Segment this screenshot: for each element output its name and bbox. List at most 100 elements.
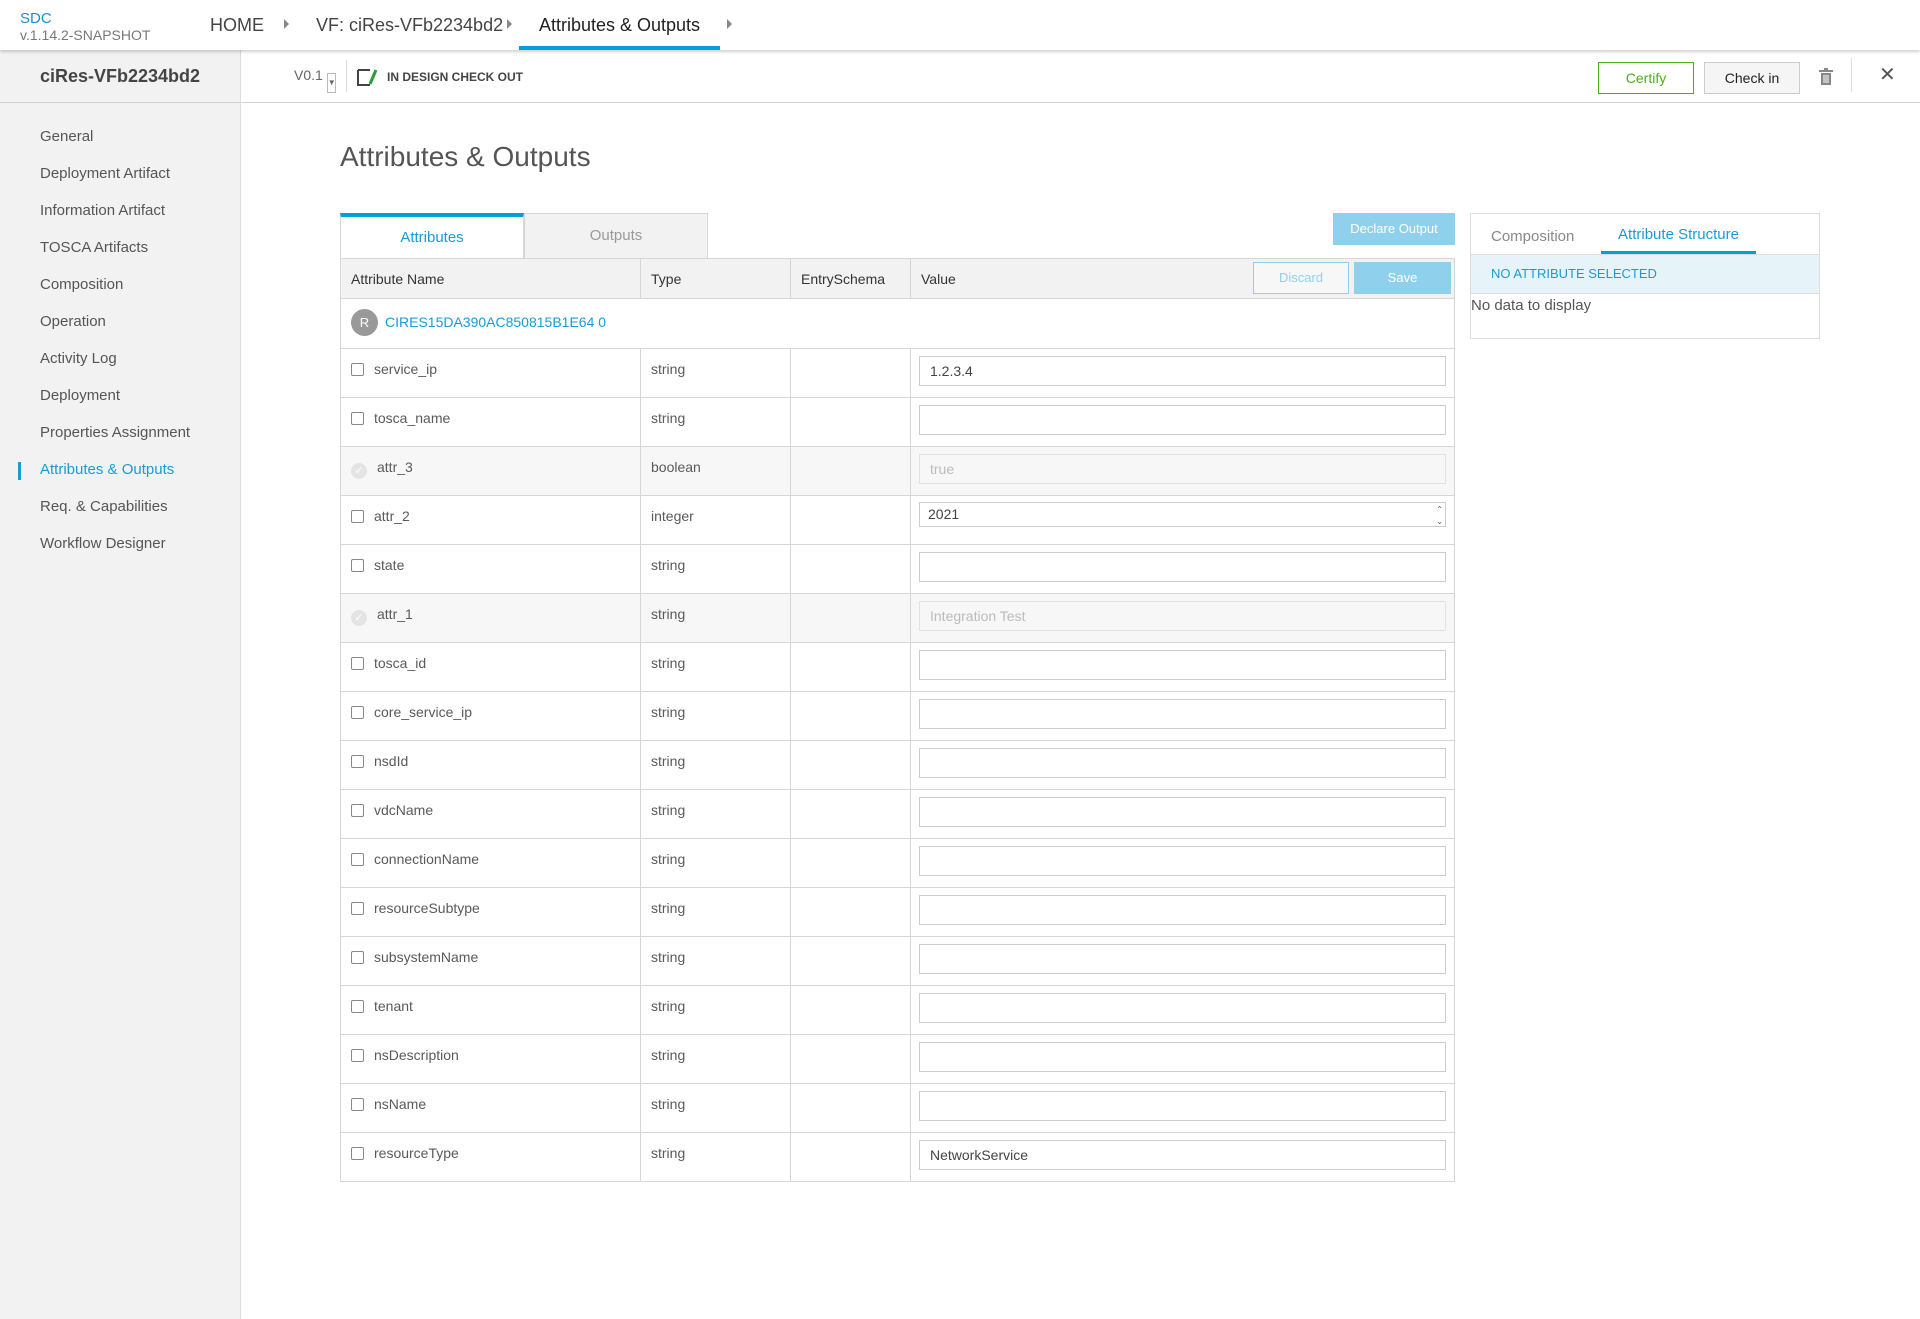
breadcrumb-arrow-icon[interactable] bbox=[727, 19, 732, 29]
row-checkbox[interactable] bbox=[351, 853, 364, 866]
table-row[interactable]: nsDescription string bbox=[340, 1034, 1455, 1084]
table-row[interactable]: resourceSubtype string bbox=[340, 887, 1455, 937]
close-icon[interactable]: ✕ bbox=[1879, 64, 1896, 86]
table-row[interactable]: ✓ attr_1 string Integration Test bbox=[340, 593, 1455, 643]
value-input[interactable] bbox=[919, 944, 1446, 974]
breadcrumb-arrow-icon[interactable] bbox=[284, 19, 289, 29]
value-input[interactable] bbox=[919, 650, 1446, 680]
row-checkbox[interactable] bbox=[351, 363, 364, 376]
attribute-type: string bbox=[640, 936, 791, 986]
tab-attribute-structure[interactable]: Attribute Structure bbox=[1601, 214, 1756, 254]
tab-composition[interactable]: Composition bbox=[1491, 228, 1575, 245]
row-checkbox[interactable] bbox=[351, 510, 364, 523]
attribute-name: nsName bbox=[374, 1096, 427, 1112]
table-row[interactable]: connectionName string bbox=[340, 838, 1455, 888]
tab-attributes[interactable]: Attributes bbox=[340, 213, 524, 258]
sidebar-item[interactable]: General bbox=[40, 128, 94, 145]
number-spinner-icon[interactable]: ⌃ ⌄ bbox=[1436, 505, 1443, 526]
table-row[interactable]: tosca_name string bbox=[340, 397, 1455, 447]
trash-icon[interactable] bbox=[1818, 68, 1834, 86]
row-checkbox[interactable] bbox=[351, 412, 364, 425]
sidebar-item[interactable]: Workflow Designer bbox=[40, 535, 166, 552]
row-checkbox[interactable] bbox=[351, 902, 364, 915]
sidebar-item[interactable]: Deployment Artifact bbox=[40, 165, 171, 182]
attribute-type: string bbox=[640, 985, 791, 1035]
entry-schema bbox=[790, 446, 911, 496]
sidebar-item[interactable]: Composition bbox=[40, 276, 124, 293]
value-input[interactable] bbox=[919, 1091, 1446, 1121]
instance-name[interactable]: CIRES15DA390AC850815B1E64 0 bbox=[385, 314, 607, 330]
sidebar-item[interactable]: Properties Assignment bbox=[40, 424, 191, 441]
table-row[interactable]: nsdId string bbox=[340, 740, 1455, 790]
attribute-type: string bbox=[640, 544, 791, 594]
row-checkbox[interactable] bbox=[351, 1098, 364, 1111]
sidebar-item[interactable]: Activity Log bbox=[40, 350, 117, 367]
column-header: EntrySchema bbox=[790, 258, 911, 299]
chevron-down-icon[interactable]: ▼ bbox=[326, 73, 336, 93]
row-checkbox[interactable] bbox=[351, 804, 364, 817]
table-row[interactable]: tenant string bbox=[340, 985, 1455, 1035]
save-button[interactable]: Save bbox=[1354, 262, 1451, 294]
value-input[interactable] bbox=[919, 1042, 1446, 1072]
row-checkbox[interactable] bbox=[351, 559, 364, 572]
table-row[interactable]: subsystemName string bbox=[340, 936, 1455, 986]
value-input[interactable] bbox=[919, 699, 1446, 729]
sidebar-item[interactable]: Req. & Capabilities bbox=[40, 498, 168, 515]
table-row[interactable]: attr_2 integer 2021 ⌃ ⌄ bbox=[340, 495, 1455, 545]
breadcrumb-current[interactable]: Attributes & Outputs bbox=[519, 0, 720, 50]
table-row[interactable]: core_service_ip string bbox=[340, 691, 1455, 741]
value-text: Integration Test bbox=[930, 608, 1026, 624]
table-row[interactable]: service_ip string 1.2.3.4 bbox=[340, 348, 1455, 398]
discard-button[interactable]: Discard bbox=[1253, 262, 1349, 294]
declared-check-icon: ✓ bbox=[351, 610, 367, 626]
value-text: true bbox=[930, 461, 955, 477]
value-input[interactable] bbox=[919, 797, 1446, 827]
tab-outputs[interactable]: Outputs bbox=[524, 213, 708, 258]
value-input[interactable]: 1.2.3.4 bbox=[919, 356, 1446, 386]
attribute-type: integer bbox=[640, 495, 791, 545]
table-row[interactable]: ✓ attr_3 boolean true bbox=[340, 446, 1455, 496]
logo[interactable]: SDC v.1.14.2-SNAPSHOT bbox=[20, 10, 150, 45]
sidebar-item[interactable]: Operation bbox=[40, 313, 106, 330]
table-row[interactable]: resourceType string NetworkService bbox=[340, 1132, 1455, 1182]
value-input[interactable]: NetworkService bbox=[919, 1140, 1446, 1170]
table-row[interactable]: tosca_id string bbox=[340, 642, 1455, 692]
certify-button[interactable]: Certify bbox=[1598, 62, 1694, 94]
row-checkbox[interactable] bbox=[351, 657, 364, 670]
row-checkbox[interactable] bbox=[351, 1049, 364, 1062]
attribute-name: attr_2 bbox=[374, 508, 410, 524]
value-input[interactable] bbox=[919, 993, 1446, 1023]
breadcrumb-arrow-icon[interactable] bbox=[507, 19, 512, 29]
breadcrumb-vf[interactable]: VF: ciRes-VFb2234bd2 bbox=[316, 15, 504, 35]
row-checkbox[interactable] bbox=[351, 755, 364, 768]
attribute-name: tenant bbox=[374, 998, 413, 1014]
value-input[interactable] bbox=[919, 895, 1446, 925]
declare-output-button[interactable]: Declare Output bbox=[1333, 213, 1455, 245]
sidebar-item[interactable]: Information Artifact bbox=[40, 202, 166, 219]
row-checkbox[interactable] bbox=[351, 706, 364, 719]
row-checkbox[interactable] bbox=[351, 1147, 364, 1160]
value-input[interactable] bbox=[919, 405, 1446, 435]
table-row[interactable]: vdcName string bbox=[340, 789, 1455, 839]
value-input[interactable]: 2021 ⌃ ⌄ bbox=[919, 502, 1446, 527]
row-checkbox[interactable] bbox=[351, 1000, 364, 1013]
row-checkbox[interactable] bbox=[351, 951, 364, 964]
table-row[interactable]: state string bbox=[340, 544, 1455, 594]
resource-toolbar: V0.1 ▼ IN DESIGN CHECK OUT Certify Check… bbox=[0, 50, 1920, 103]
value-input[interactable] bbox=[919, 748, 1446, 778]
sidebar-item[interactable]: Deployment bbox=[40, 387, 121, 404]
value-text: 1.2.3.4 bbox=[930, 363, 973, 379]
table-row[interactable]: nsName string bbox=[340, 1083, 1455, 1133]
value-input[interactable] bbox=[919, 552, 1446, 582]
check-in-button[interactable]: Check in bbox=[1704, 62, 1800, 94]
resource-badge: R bbox=[351, 309, 378, 336]
sidebar-item[interactable]: TOSCA Artifacts bbox=[40, 239, 149, 256]
attribute-type: string bbox=[640, 1132, 791, 1182]
active-indicator bbox=[18, 462, 21, 480]
breadcrumb-home[interactable]: HOME bbox=[210, 15, 264, 35]
value-input[interactable] bbox=[919, 846, 1446, 876]
panel-header: NO ATTRIBUTE SELECTED bbox=[1471, 254, 1819, 294]
version-select[interactable]: V0.1 ▼ bbox=[294, 67, 336, 93]
sidebar-item[interactable]: Attributes & Outputs bbox=[40, 461, 175, 478]
instance-group-row[interactable]: R CIRES15DA390AC850815B1E64 0 bbox=[340, 298, 1455, 349]
